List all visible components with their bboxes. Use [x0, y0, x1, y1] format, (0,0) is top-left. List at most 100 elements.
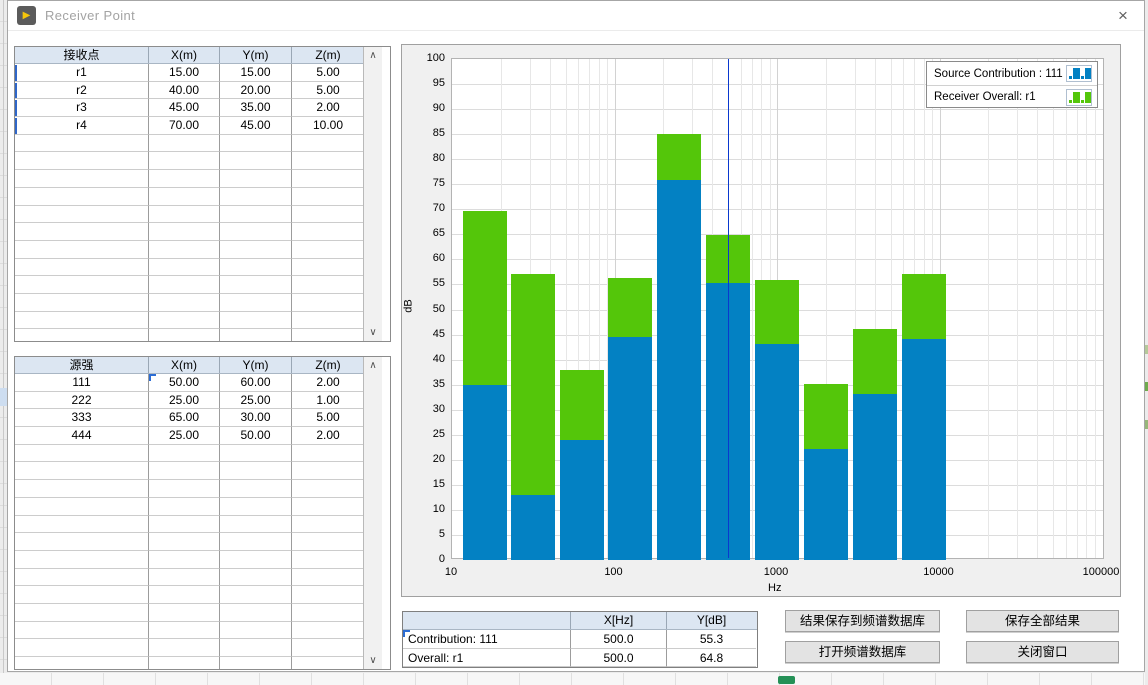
table-cell[interactable]	[149, 241, 220, 259]
table-cell[interactable]	[292, 462, 364, 480]
table-cell[interactable]: 444	[15, 427, 149, 445]
table-cell[interactable]	[149, 259, 220, 277]
table-cell[interactable]	[292, 657, 364, 669]
table-cell[interactable]	[220, 223, 292, 241]
table-row[interactable]	[15, 586, 364, 604]
table-cell[interactable]	[149, 604, 220, 622]
table-cell[interactable]: r3	[15, 99, 149, 117]
contribution-bar[interactable]	[511, 495, 555, 560]
table-cell[interactable]: 10.00	[292, 117, 364, 135]
table-cell[interactable]	[15, 533, 149, 551]
table-cell[interactable]	[292, 294, 364, 312]
table-cell[interactable]	[292, 569, 364, 587]
table-cell[interactable]: r2	[15, 82, 149, 100]
table-row[interactable]	[15, 170, 364, 188]
table-cell[interactable]	[15, 622, 149, 640]
table-cell[interactable]	[220, 462, 292, 480]
table-row[interactable]: 44425.0050.002.00	[15, 427, 364, 445]
table-cell[interactable]	[15, 480, 149, 498]
table-cell[interactable]	[15, 276, 149, 294]
contribution-bar[interactable]	[853, 394, 897, 560]
contribution-bar[interactable]	[463, 385, 507, 560]
table-cell[interactable]	[15, 135, 149, 153]
source-table-scrollbar[interactable]: ∧ ∨	[363, 357, 382, 669]
table-row[interactable]: r345.0035.002.00	[15, 99, 364, 117]
table-cell[interactable]	[220, 294, 292, 312]
table-cell[interactable]: 15.00	[220, 64, 292, 82]
table-cell[interactable]	[149, 622, 220, 640]
table-row[interactable]	[15, 206, 364, 224]
table-row[interactable]	[15, 639, 364, 657]
table-cell[interactable]	[292, 312, 364, 330]
table-cell[interactable]	[292, 516, 364, 534]
table-cell[interactable]	[292, 639, 364, 657]
table-cell[interactable]: 2.00	[292, 427, 364, 445]
table-cell[interactable]	[220, 516, 292, 534]
table-cell[interactable]	[15, 188, 149, 206]
receiver-point-table[interactable]: 接收点X(m)Y(m)Z(m) r115.0015.005.00r240.002…	[14, 46, 391, 342]
title-bar[interactable]: ▶ Receiver Point ×	[8, 1, 1144, 31]
table-cell[interactable]	[15, 516, 149, 534]
table-cell[interactable]: r4	[15, 117, 149, 135]
scroll-down-icon[interactable]: ∨	[364, 327, 382, 338]
cursor-row-contribution[interactable]: Contribution: 111 500.0 55.3	[403, 630, 757, 649]
table-cell[interactable]	[292, 604, 364, 622]
table-cell[interactable]: 35.00	[220, 99, 292, 117]
table-cell[interactable]	[149, 657, 220, 669]
table-cell[interactable]	[220, 480, 292, 498]
table-cell[interactable]: 40.00	[149, 82, 220, 100]
table-cell[interactable]	[15, 498, 149, 516]
table-cell[interactable]: 25.00	[220, 392, 292, 410]
table-row[interactable]	[15, 622, 364, 640]
table-cell[interactable]	[149, 170, 220, 188]
table-cell[interactable]: 25.00	[149, 427, 220, 445]
table-cell[interactable]	[15, 657, 149, 669]
table-row[interactable]	[15, 188, 364, 206]
table-row[interactable]	[15, 569, 364, 587]
table-cell[interactable]	[292, 329, 364, 341]
table-cell[interactable]	[292, 223, 364, 241]
table-cell[interactable]	[292, 135, 364, 153]
table-cell[interactable]	[292, 170, 364, 188]
table-cell[interactable]	[220, 551, 292, 569]
table-row[interactable]	[15, 462, 364, 480]
table-cell[interactable]	[292, 533, 364, 551]
table-row[interactable]	[15, 657, 364, 669]
table-row[interactable]: 11150.0060.002.00	[15, 374, 364, 392]
table-row[interactable]	[15, 498, 364, 516]
table-cell[interactable]	[15, 445, 149, 463]
table-cell[interactable]	[292, 188, 364, 206]
scroll-up-icon[interactable]: ∧	[364, 50, 382, 61]
table-row[interactable]	[15, 604, 364, 622]
table-row[interactable]	[15, 533, 364, 551]
table-cell[interactable]: 2.00	[292, 99, 364, 117]
table-cell[interactable]	[15, 241, 149, 259]
table-cell[interactable]	[292, 498, 364, 516]
open-spectrum-db-button[interactable]: 打开频谱数据库	[785, 641, 940, 663]
table-cell[interactable]: 60.00	[220, 374, 292, 392]
table-cell[interactable]	[15, 604, 149, 622]
table-cell[interactable]	[292, 259, 364, 277]
scroll-down-icon[interactable]: ∨	[364, 655, 382, 666]
table-cell[interactable]	[149, 586, 220, 604]
table-cell[interactable]	[149, 135, 220, 153]
table-cell[interactable]	[220, 604, 292, 622]
table-cell[interactable]	[220, 329, 292, 341]
table-cell[interactable]	[220, 622, 292, 640]
table-cell[interactable]	[149, 276, 220, 294]
table-cell[interactable]	[15, 639, 149, 657]
table-cell[interactable]	[292, 241, 364, 259]
table-cell[interactable]: 1.00	[292, 392, 364, 410]
table-cell[interactable]: 50.00	[149, 374, 220, 392]
table-row[interactable]: 33365.0030.005.00	[15, 409, 364, 427]
contribution-bar[interactable]	[657, 180, 701, 560]
table-cell[interactable]: 5.00	[292, 64, 364, 82]
table-row[interactable]	[15, 223, 364, 241]
table-cell[interactable]	[15, 206, 149, 224]
table-cell[interactable]: 5.00	[292, 82, 364, 100]
contribution-bar[interactable]	[804, 449, 848, 560]
table-cell[interactable]	[292, 480, 364, 498]
table-cell[interactable]: 5.00	[292, 409, 364, 427]
table-cell[interactable]	[149, 294, 220, 312]
close-icon[interactable]: ×	[1108, 3, 1138, 29]
